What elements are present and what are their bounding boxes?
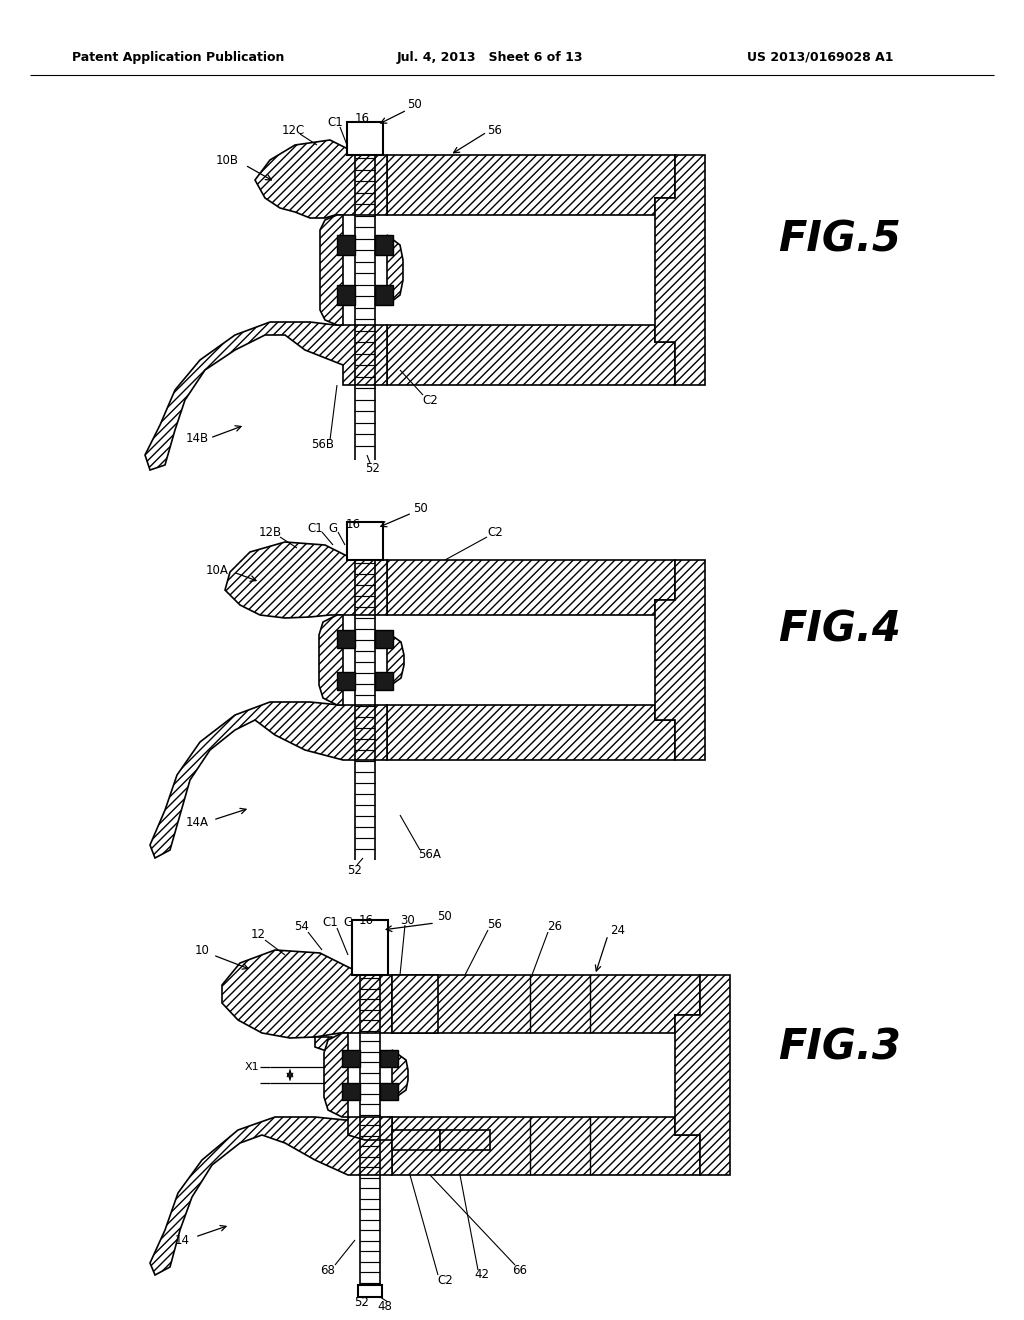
Text: 50: 50 bbox=[437, 911, 453, 924]
Text: 68: 68 bbox=[321, 1263, 336, 1276]
Text: 26: 26 bbox=[548, 920, 562, 933]
Text: 50: 50 bbox=[413, 502, 427, 515]
Text: 56: 56 bbox=[487, 919, 503, 932]
Polygon shape bbox=[145, 322, 387, 470]
Text: 16: 16 bbox=[345, 519, 360, 532]
Polygon shape bbox=[319, 215, 343, 325]
Polygon shape bbox=[255, 140, 387, 218]
Polygon shape bbox=[440, 1130, 490, 1150]
Polygon shape bbox=[347, 121, 383, 154]
Polygon shape bbox=[387, 154, 675, 215]
Text: 50: 50 bbox=[408, 99, 422, 111]
Polygon shape bbox=[375, 672, 393, 690]
Text: 42: 42 bbox=[474, 1269, 489, 1282]
Polygon shape bbox=[337, 235, 355, 255]
Polygon shape bbox=[358, 1284, 382, 1298]
Text: G: G bbox=[343, 916, 352, 929]
Text: 24: 24 bbox=[610, 924, 626, 936]
Polygon shape bbox=[387, 632, 404, 688]
Text: FIG.4: FIG.4 bbox=[778, 609, 901, 651]
Text: 16: 16 bbox=[354, 111, 370, 124]
Text: C2: C2 bbox=[487, 525, 503, 539]
Polygon shape bbox=[392, 975, 438, 1034]
Text: C1: C1 bbox=[307, 521, 323, 535]
Text: 16: 16 bbox=[358, 913, 374, 927]
Polygon shape bbox=[387, 705, 675, 760]
Polygon shape bbox=[375, 285, 393, 305]
Polygon shape bbox=[347, 521, 383, 560]
Polygon shape bbox=[380, 1049, 398, 1067]
Polygon shape bbox=[375, 630, 393, 648]
Text: 56: 56 bbox=[487, 124, 503, 136]
Text: FIG.5: FIG.5 bbox=[778, 219, 901, 261]
Text: 30: 30 bbox=[400, 913, 416, 927]
Polygon shape bbox=[375, 235, 393, 255]
Text: FIG.3: FIG.3 bbox=[778, 1027, 901, 1069]
Polygon shape bbox=[655, 560, 705, 760]
Polygon shape bbox=[337, 285, 355, 305]
Text: G: G bbox=[329, 521, 338, 535]
Text: X1: X1 bbox=[245, 1063, 259, 1072]
Polygon shape bbox=[352, 920, 388, 975]
Polygon shape bbox=[324, 1034, 348, 1117]
Polygon shape bbox=[392, 1049, 408, 1100]
Polygon shape bbox=[380, 1082, 398, 1100]
Text: 10B: 10B bbox=[215, 153, 239, 166]
Polygon shape bbox=[337, 630, 355, 648]
Polygon shape bbox=[348, 1117, 392, 1140]
Polygon shape bbox=[387, 560, 675, 615]
Polygon shape bbox=[337, 672, 355, 690]
Polygon shape bbox=[387, 235, 403, 305]
Text: Jul. 4, 2013   Sheet 6 of 13: Jul. 4, 2013 Sheet 6 of 13 bbox=[396, 50, 584, 63]
Text: C2: C2 bbox=[437, 1274, 453, 1287]
Polygon shape bbox=[392, 1117, 700, 1175]
Polygon shape bbox=[392, 975, 700, 1034]
Text: 52: 52 bbox=[347, 863, 362, 876]
Text: 66: 66 bbox=[512, 1263, 527, 1276]
Text: 48: 48 bbox=[378, 1300, 392, 1313]
Text: C2: C2 bbox=[422, 393, 438, 407]
Text: US 2013/0169028 A1: US 2013/0169028 A1 bbox=[746, 50, 893, 63]
Polygon shape bbox=[315, 1038, 332, 1053]
Text: Patent Application Publication: Patent Application Publication bbox=[72, 50, 285, 63]
Text: 54: 54 bbox=[295, 920, 309, 933]
Polygon shape bbox=[387, 325, 675, 385]
Polygon shape bbox=[675, 975, 730, 1175]
Polygon shape bbox=[150, 702, 387, 858]
Polygon shape bbox=[655, 154, 705, 385]
Polygon shape bbox=[225, 543, 387, 618]
Text: 12C: 12C bbox=[282, 124, 304, 136]
Text: C1: C1 bbox=[327, 116, 343, 128]
Polygon shape bbox=[319, 615, 343, 705]
Text: 10A: 10A bbox=[206, 564, 228, 577]
Text: 12B: 12B bbox=[258, 525, 282, 539]
Text: 52: 52 bbox=[354, 1296, 370, 1309]
Polygon shape bbox=[150, 1117, 392, 1275]
Text: 56B: 56B bbox=[311, 438, 335, 451]
Polygon shape bbox=[392, 1130, 440, 1150]
Text: 12: 12 bbox=[251, 928, 265, 941]
Polygon shape bbox=[342, 1049, 360, 1067]
Polygon shape bbox=[222, 950, 392, 1038]
Text: 52: 52 bbox=[366, 462, 381, 474]
Text: C1: C1 bbox=[323, 916, 338, 929]
Text: 14A: 14A bbox=[185, 816, 209, 829]
Polygon shape bbox=[342, 1082, 360, 1100]
Text: 56A: 56A bbox=[419, 849, 441, 862]
Text: 14B: 14B bbox=[185, 432, 209, 445]
Text: 10: 10 bbox=[195, 944, 210, 957]
Text: 14: 14 bbox=[174, 1233, 189, 1246]
